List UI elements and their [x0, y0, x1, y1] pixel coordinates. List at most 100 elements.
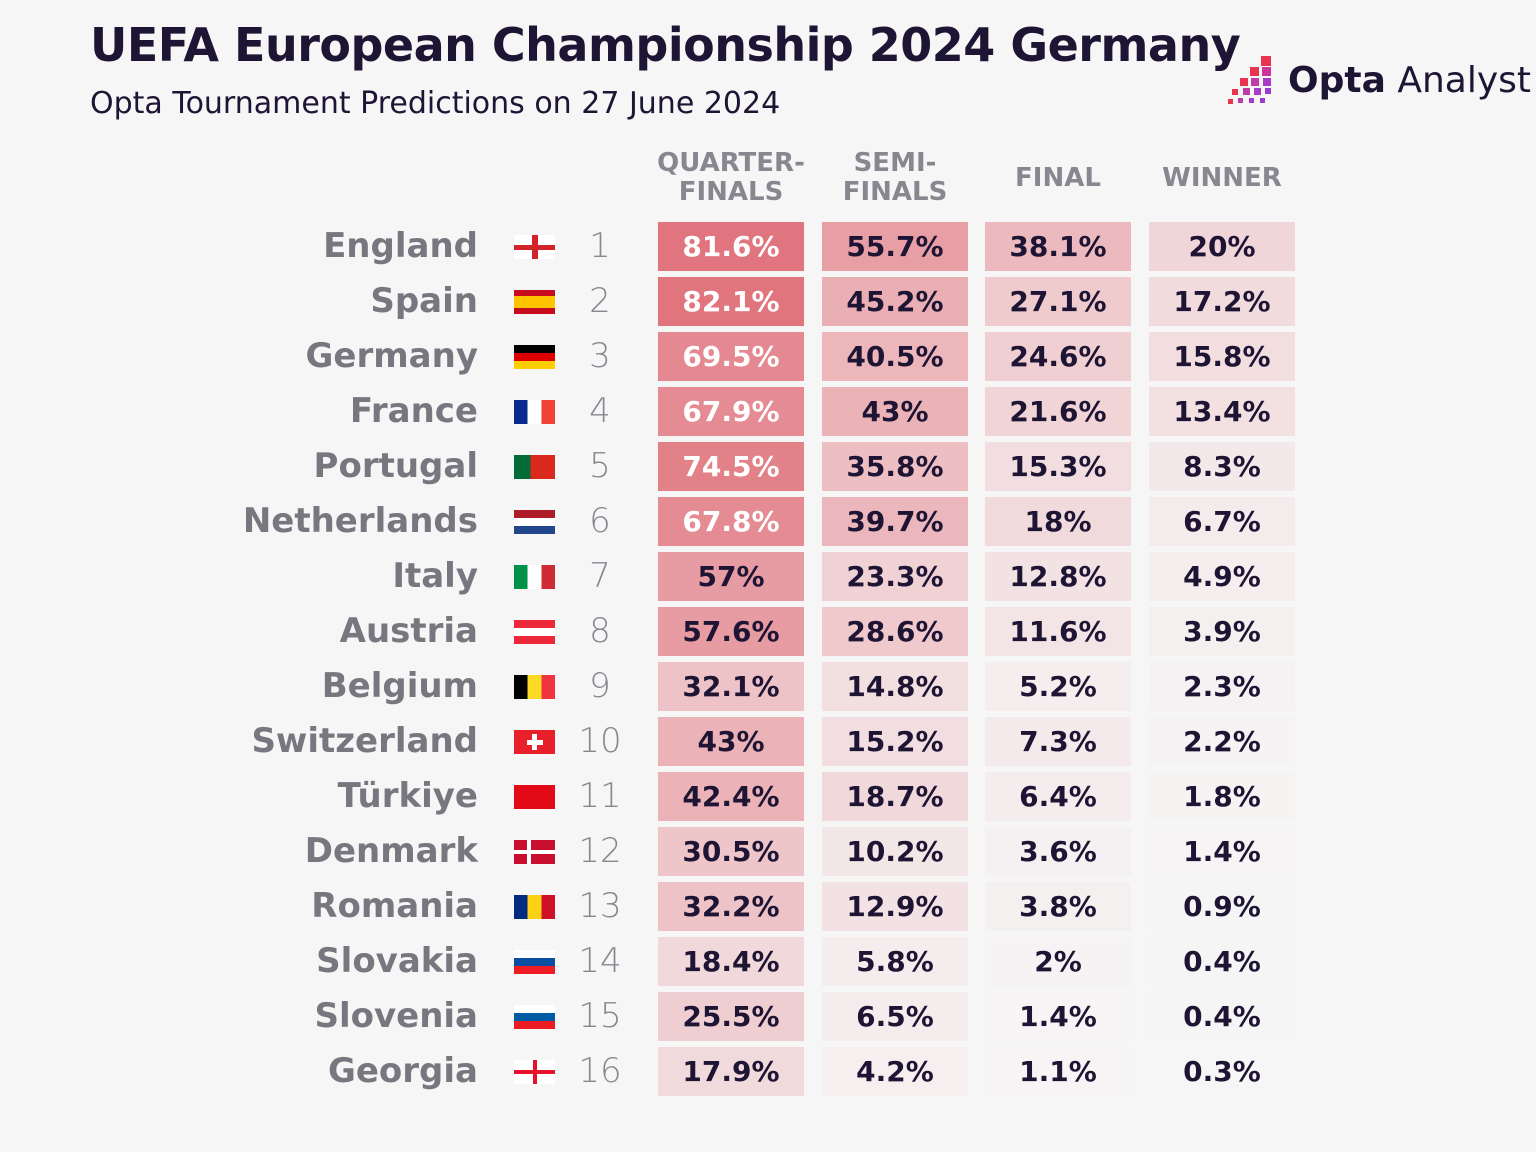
table-row: France 4 67.9% 43% 21.6% 13.4%	[0, 387, 1536, 436]
column-header-line: QUARTER-	[657, 148, 805, 178]
probability-cell: 4.2%	[822, 1047, 968, 1096]
probability-cell: 17.9%	[658, 1047, 804, 1096]
probability-cell: 0.4%	[1149, 992, 1295, 1041]
column-header-line: SEMI-	[853, 148, 937, 178]
portugal-flag-icon	[514, 455, 555, 479]
probability-cell: 25.5%	[658, 992, 804, 1041]
table-row: Slovenia 15 25.5% 6.5% 1.4% 0.4%	[0, 992, 1536, 1041]
column-header-line: WINNER	[1162, 162, 1282, 193]
team-rank: 13	[578, 886, 622, 926]
team-rank: 3	[589, 336, 611, 376]
georgia-flag-icon	[514, 1060, 555, 1084]
team-name: Belgium	[321, 666, 478, 706]
table-row: England 1 81.6% 55.7% 38.1% 20%	[0, 222, 1536, 271]
team-rank: 9	[589, 666, 611, 706]
probability-cell: 42.4%	[658, 772, 804, 821]
probability-cell: 2.3%	[1149, 662, 1295, 711]
netherlands-flag-icon	[514, 510, 555, 534]
probability-cell: 1.4%	[985, 992, 1131, 1041]
probability-cell: 1.1%	[985, 1047, 1131, 1096]
column-header: WINNER	[1149, 148, 1295, 208]
team-rank: 7	[589, 556, 611, 596]
table-row: Austria 8 57.6% 28.6% 11.6% 3.9%	[0, 607, 1536, 656]
team-name: Georgia	[327, 1051, 478, 1091]
probability-cell: 0.9%	[1149, 882, 1295, 931]
probability-cell: 24.6%	[985, 332, 1131, 381]
probability-cell: 27.1%	[985, 277, 1131, 326]
probability-cell: 74.5%	[658, 442, 804, 491]
team-rank: 1	[589, 226, 611, 266]
probability-cell: 57%	[658, 552, 804, 601]
england-flag-icon	[514, 235, 555, 259]
logo-text-light: Analyst	[1385, 59, 1531, 101]
probability-cell: 40.5%	[822, 332, 968, 381]
probability-cell: 10.2%	[822, 827, 968, 876]
probability-cell: 15.3%	[985, 442, 1131, 491]
logo-text-bold: Opta	[1288, 59, 1386, 101]
column-header-line: FINALS	[842, 177, 948, 207]
probability-cell: 20%	[1149, 222, 1295, 271]
team-rank: 5	[589, 446, 611, 486]
probability-cell: 38.1%	[985, 222, 1131, 271]
table-row: Slovakia 14 18.4% 5.8% 2% 0.4%	[0, 937, 1536, 986]
belgium-flag-icon	[514, 675, 555, 699]
probability-cell: 43%	[658, 717, 804, 766]
probability-cell: 18.7%	[822, 772, 968, 821]
team-name: Slovakia	[316, 941, 478, 981]
france-flag-icon	[514, 400, 555, 424]
team-rank: 14	[578, 941, 622, 981]
team-rank: 15	[578, 996, 622, 1036]
probability-cell: 55.7%	[822, 222, 968, 271]
probability-cell: 17.2%	[1149, 277, 1295, 326]
probability-cell: 11.6%	[985, 607, 1131, 656]
probability-cell: 18.4%	[658, 937, 804, 986]
page-subtitle: Opta Tournament Predictions on 27 June 2…	[90, 86, 781, 121]
team-name: Germany	[305, 336, 478, 376]
probability-cell: 3.9%	[1149, 607, 1295, 656]
probability-cell: 0.4%	[1149, 937, 1295, 986]
turkiye-flag-icon	[514, 785, 555, 809]
column-header: SEMI- FINALS	[822, 148, 968, 208]
probability-cell: 2.2%	[1149, 717, 1295, 766]
table-row: Türkiye 11 42.4% 18.7% 6.4% 1.8%	[0, 772, 1536, 821]
probability-cell: 1.4%	[1149, 827, 1295, 876]
probability-cell: 4.9%	[1149, 552, 1295, 601]
probability-cell: 3.6%	[985, 827, 1131, 876]
table-row: Portugal 5 74.5% 35.8% 15.3% 8.3%	[0, 442, 1536, 491]
table-row: Germany 3 69.5% 40.5% 24.6% 15.8%	[0, 332, 1536, 381]
probability-cell: 15.2%	[822, 717, 968, 766]
team-rank: 4	[589, 391, 611, 431]
column-header: FINAL	[985, 148, 1131, 208]
probability-cell: 0.3%	[1149, 1047, 1295, 1096]
column-header-line: FINALS	[678, 177, 784, 207]
probability-cell: 1.8%	[1149, 772, 1295, 821]
team-name: Slovenia	[314, 996, 478, 1036]
team-rank: 16	[578, 1051, 622, 1091]
probability-cell: 13.4%	[1149, 387, 1295, 436]
probability-cell: 2%	[985, 937, 1131, 986]
probability-cell: 5.2%	[985, 662, 1131, 711]
probability-cell: 15.8%	[1149, 332, 1295, 381]
page-title: UEFA European Championship 2024 Germany	[90, 18, 1241, 72]
team-rank: 11	[578, 776, 622, 816]
team-name: Austria	[339, 611, 478, 651]
team-rank: 10	[578, 721, 622, 761]
probability-cell: 6.7%	[1149, 497, 1295, 546]
probability-cell: 67.8%	[658, 497, 804, 546]
team-name: France	[349, 391, 478, 431]
probability-cell: 7.3%	[985, 717, 1131, 766]
spain-flag-icon	[514, 290, 555, 314]
probability-cell: 32.1%	[658, 662, 804, 711]
probability-cell: 82.1%	[658, 277, 804, 326]
probability-cell: 57.6%	[658, 607, 804, 656]
team-name: Denmark	[304, 831, 478, 871]
team-name: Netherlands	[242, 501, 478, 541]
team-rank: 6	[589, 501, 611, 541]
team-name: Türkiye	[337, 776, 478, 816]
probability-cell: 5.8%	[822, 937, 968, 986]
column-header-line: FINAL	[1015, 162, 1101, 193]
probability-cell: 67.9%	[658, 387, 804, 436]
column-header: QUARTER- FINALS	[657, 148, 805, 208]
table-row: Spain 2 82.1% 45.2% 27.1% 17.2%	[0, 277, 1536, 326]
slovenia-flag-icon	[514, 1005, 555, 1029]
